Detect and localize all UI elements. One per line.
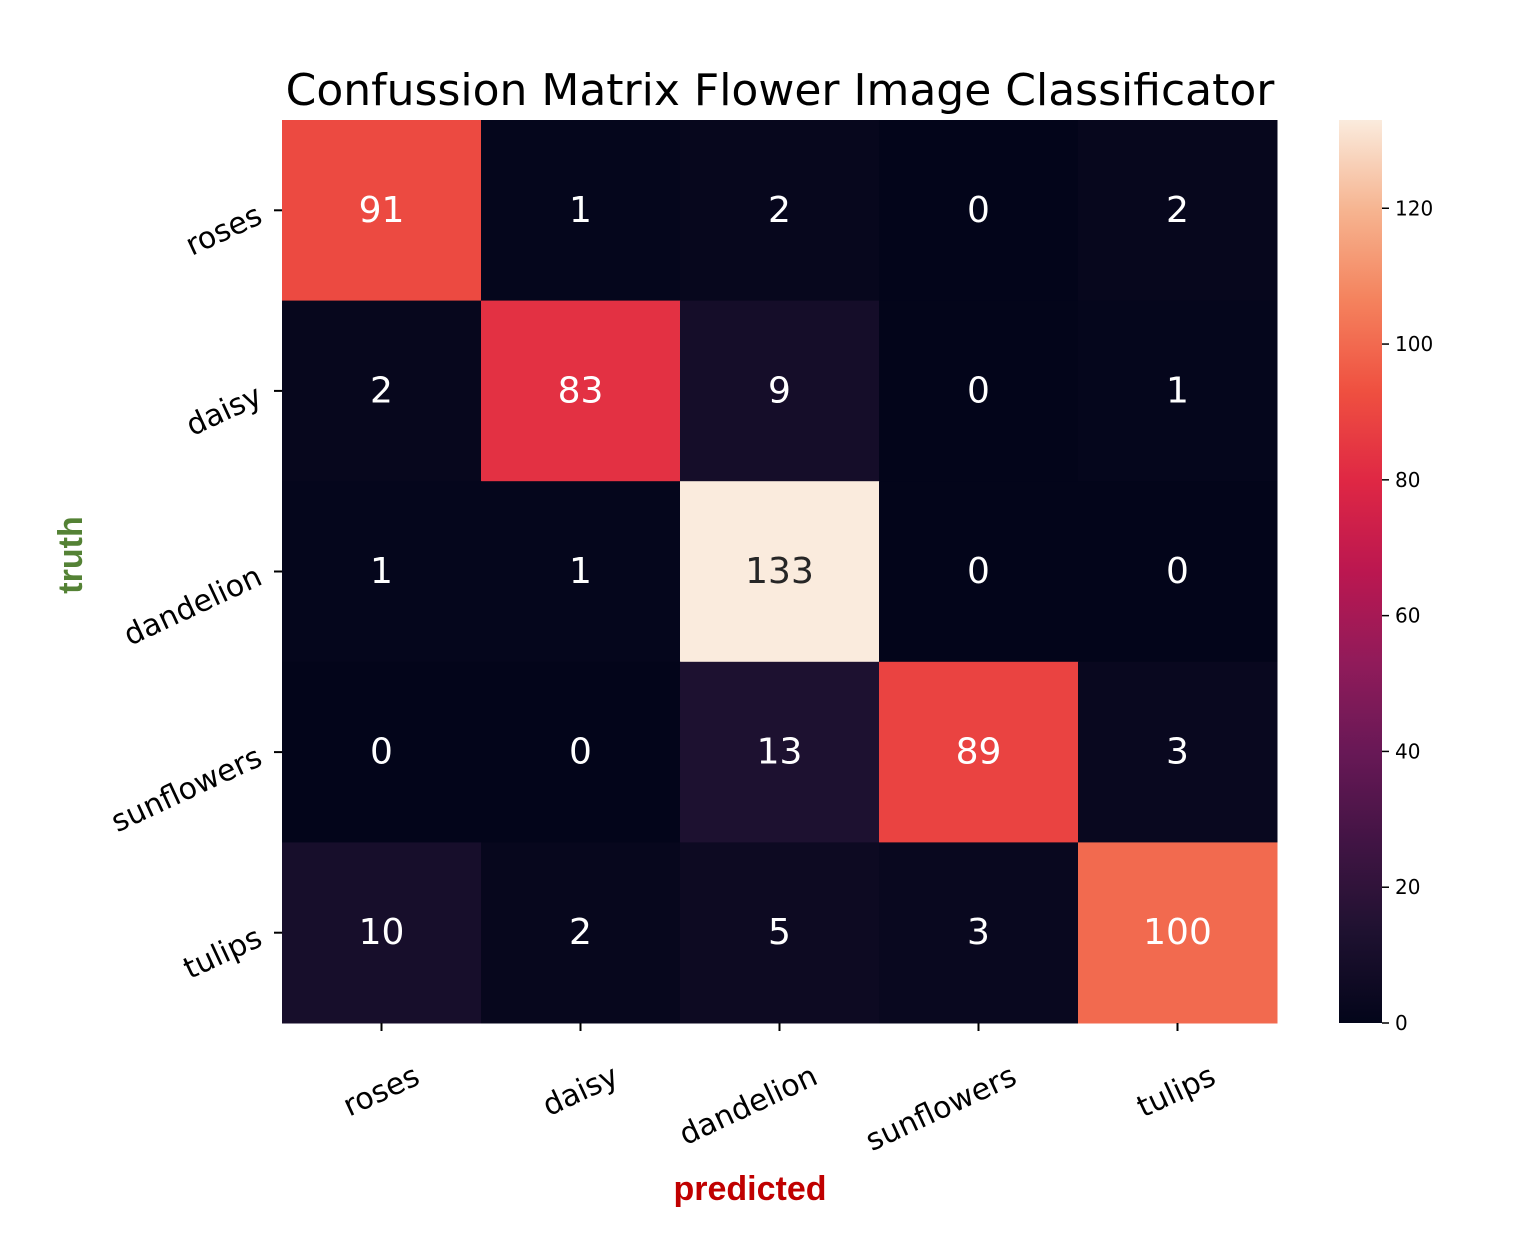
heatmap-cell-label: 1: [569, 190, 592, 231]
heatmap-cell: [1078, 842, 1278, 1024]
heatmap-cell: [680, 300, 880, 482]
heatmap-cell-label: 0: [569, 732, 592, 773]
colorbar-tick-label: 120: [1395, 196, 1433, 220]
heatmap-cell: [680, 661, 880, 843]
heatmap-cell: [680, 481, 880, 663]
y-axis-ticks: roses daisy dandelion sunflowers tulips: [106, 198, 282, 987]
y-tick-label: dandelion: [118, 559, 267, 653]
x-tick-label: dandelion: [674, 1059, 823, 1153]
heatmap-cell-label: 2: [768, 190, 791, 231]
colorbar-tick-label: 20: [1395, 875, 1420, 899]
x-axis-ticks: roses daisy dandelion sunflowers tulips: [338, 1023, 1221, 1159]
y-tick-label: tulips: [178, 920, 267, 986]
heatmap-cell-label: 3: [967, 912, 990, 953]
heatmap-cell: [282, 481, 482, 663]
heatmap-cell-label: 1: [569, 551, 592, 592]
heatmap-cell: [1078, 120, 1278, 302]
x-tick-label: daisy: [537, 1059, 624, 1124]
heatmap-cell: [1078, 300, 1278, 482]
heatmap-cell-label: 3: [1166, 732, 1189, 773]
heatmap-cell-label: 13: [757, 732, 803, 773]
colorbar-tick-label: 80: [1395, 468, 1420, 492]
heatmap-cell: [481, 481, 681, 663]
y-tick-label: sunflowers: [106, 740, 268, 840]
heatmap-cell-label: 0: [967, 190, 990, 231]
heatmap-cell-label: 1: [1166, 370, 1189, 411]
colorbar-tick-label: 60: [1395, 604, 1420, 628]
x-tick-label: roses: [338, 1059, 425, 1124]
heatmap-cell: [680, 842, 880, 1024]
colorbar-tick-label: 0: [1395, 1011, 1408, 1035]
heatmap-cell: [879, 661, 1079, 843]
heatmap-cell: [879, 300, 1079, 482]
heatmap-cell: [680, 120, 880, 302]
y-tick-label: roses: [180, 198, 267, 263]
heatmap-cell: [481, 661, 681, 843]
heatmap-cell: [481, 300, 681, 482]
heatmap-cell: [282, 842, 482, 1024]
heatmap-cell: [282, 661, 482, 843]
heatmap-cell-label: 0: [967, 370, 990, 411]
heatmap-cell: [879, 120, 1079, 302]
heatmap-cell-label: 100: [1143, 912, 1212, 953]
heatmap-cell: [1078, 481, 1278, 663]
heatmap-cell-label: 2: [370, 370, 393, 411]
heatmap-cell-label: 5: [768, 912, 791, 953]
x-axis-label: predicted: [673, 1170, 826, 1208]
heatmap-cell-label: 91: [359, 190, 405, 231]
heatmap-cell-label: 0: [967, 551, 990, 592]
heatmap-cell: [481, 120, 681, 302]
x-tick-label: tulips: [1132, 1059, 1221, 1125]
heatmap-cell: [879, 842, 1079, 1024]
heatmap-cell-label: 0: [370, 732, 393, 773]
heatmap-cell-label: 1: [370, 551, 393, 592]
heatmap-cell: [282, 300, 482, 482]
colorbar: [1339, 120, 1382, 1023]
heatmap-cell-label: 89: [956, 732, 1002, 773]
heatmap-cell: [1078, 661, 1278, 843]
heatmap-cell-label: 10: [359, 912, 405, 953]
colorbar-tick-label: 40: [1395, 739, 1420, 763]
heatmap-cell-label: 2: [569, 912, 592, 953]
chart-title: Confussion Matrix Flower Image Classific…: [286, 65, 1276, 116]
heatmap-cell-label: 83: [558, 370, 604, 411]
colorbar-ticks: 0 20 40 60 80 100 120: [1382, 196, 1433, 1035]
heatmap-cell: [481, 842, 681, 1024]
heatmap-cell: [879, 481, 1079, 663]
y-tick-label: daisy: [181, 378, 268, 443]
heatmap-cell-label: 2: [1166, 190, 1189, 231]
heatmap-cell-label: 133: [745, 551, 814, 592]
heatmap-cell: [282, 120, 482, 302]
heatmap-cells: [282, 120, 1278, 1024]
colorbar-tick-label: 100: [1395, 332, 1433, 356]
x-tick-label: sunflowers: [860, 1059, 1022, 1159]
heatmap-cell-label: 9: [768, 370, 791, 411]
heatmap-cell-label: 0: [1166, 551, 1189, 592]
y-axis-label: truth: [52, 516, 90, 593]
heatmap-cell-labels: 91 1 2 0 2 2 83 9 0 1 1 1 133 0 0 0 0 13 89 3 10 2 5 3 100: [359, 190, 1212, 953]
